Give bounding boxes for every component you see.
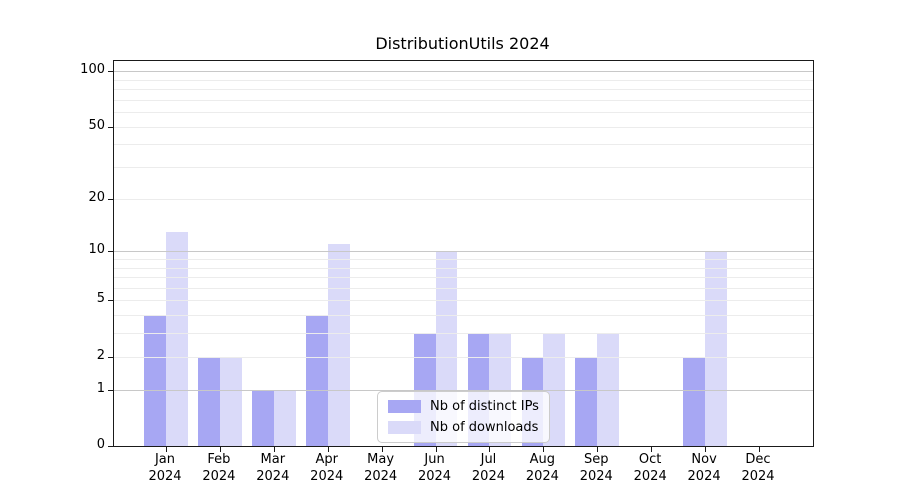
- bar-downloads: [327, 244, 350, 446]
- x-tick-label: Jul 2024: [471, 452, 505, 484]
- y-tick-label: 2: [96, 347, 105, 363]
- bar-distinct-ips: [144, 315, 166, 446]
- x-tick-label: Feb 2024: [202, 452, 236, 484]
- y-tick-label: 100: [80, 62, 105, 78]
- legend-row: Nb of downloads: [388, 419, 539, 436]
- y-tick-label: 50: [88, 117, 105, 133]
- bar-distinct-ips: [252, 389, 274, 446]
- bar-downloads: [705, 251, 727, 446]
- legend: Nb of distinct IPs Nb of downloads: [377, 391, 550, 443]
- bar-distinct-ips: [683, 356, 706, 446]
- legend-label-distinct-ips: Nb of distinct IPs: [430, 399, 539, 414]
- y-tick-label: 10: [88, 242, 105, 258]
- y-tick-label: 0: [96, 437, 105, 452]
- x-tick-label: Mar 2024: [256, 452, 290, 484]
- bar-downloads: [273, 389, 296, 446]
- y-tick-label: 5: [96, 291, 105, 307]
- x-tick-label: Sep 2024: [579, 452, 613, 484]
- y-tick-label: 1: [96, 380, 105, 396]
- legend-swatch-downloads: [388, 421, 421, 434]
- x-tick-label: Dec 2024: [741, 452, 775, 484]
- legend-row: Nb of distinct IPs: [388, 398, 539, 415]
- x-tick-label: May 2024: [364, 452, 398, 484]
- x-tick-label: Apr 2024: [310, 452, 344, 484]
- chart-title: DistributionUtils 2024: [375, 34, 550, 53]
- x-tick-label: Jan 2024: [148, 452, 182, 484]
- x-tick-label: Nov 2024: [687, 452, 721, 484]
- bar-downloads: [219, 356, 242, 446]
- x-tick-label: Oct 2024: [633, 452, 667, 484]
- bar-distinct-ips: [305, 315, 328, 446]
- legend-swatch-distinct-ips: [388, 400, 421, 413]
- legend-label-downloads: Nb of downloads: [430, 420, 539, 435]
- bar-downloads: [166, 231, 188, 446]
- x-tick-label: Jun 2024: [417, 452, 452, 484]
- x-tick-label: Aug 2024: [525, 452, 559, 484]
- y-tick-label: 20: [88, 189, 105, 205]
- bar-distinct-ips: [198, 356, 220, 446]
- bar-distinct-ips: [575, 356, 598, 446]
